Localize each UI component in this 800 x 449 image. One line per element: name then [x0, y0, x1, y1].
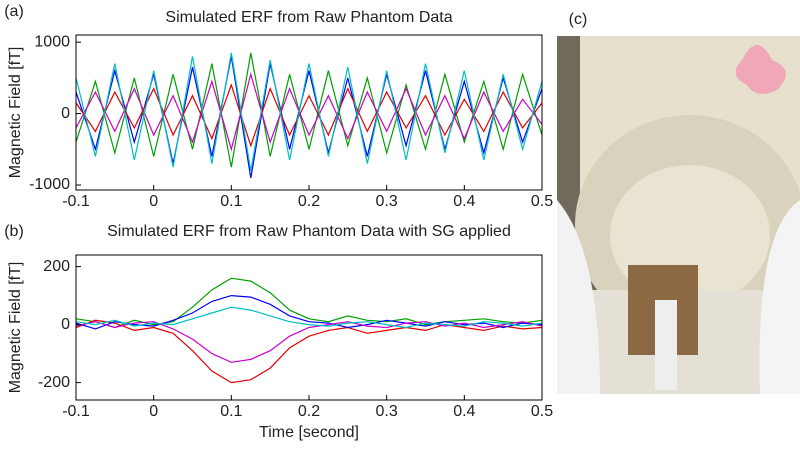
plot-lines [76, 278, 542, 382]
x-tick-label: 0.3 [376, 193, 398, 210]
y-tick-label: 200 [43, 258, 70, 275]
x-axis-label: Time [second] [259, 424, 359, 441]
x-tick-label: 0.5 [531, 403, 553, 420]
x-tick-label: 0.2 [298, 193, 320, 210]
chart-title: Simulated ERF from Raw Phantom Data [165, 9, 452, 26]
y-axis-label: Magnetic Field [fT] [7, 262, 24, 394]
photo [557, 36, 800, 394]
series-line [76, 278, 542, 327]
x-tick-label: 0.1 [220, 193, 242, 210]
series-line [76, 320, 542, 382]
y-tick-label: 1000 [34, 33, 70, 50]
series-line [76, 322, 542, 363]
x-tick-label: 0.1 [220, 403, 242, 420]
y-tick-label: -1000 [29, 176, 70, 193]
y-tick-label: 0 [61, 105, 70, 122]
x-tick-label: 0.4 [453, 403, 475, 420]
x-tick-label: -0.1 [62, 403, 90, 420]
x-tick-label: 0.4 [453, 193, 475, 210]
x-tick-label: 0.3 [376, 403, 398, 420]
y-tick-label: 0 [61, 316, 70, 333]
panel-label: (a) [4, 3, 24, 20]
y-axis-label: Magnetic Field [fT] [7, 47, 24, 179]
x-tick-label: 0 [149, 193, 158, 210]
x-tick-label: 0 [149, 403, 158, 420]
chart-title: Simulated ERF from Raw Phantom Data with… [107, 223, 511, 240]
y-tick-label: -200 [38, 374, 70, 391]
series-line [76, 307, 542, 327]
x-tick-label: -0.1 [62, 193, 90, 210]
x-tick-label: 0.5 [531, 193, 553, 210]
rod [655, 300, 677, 390]
x-tick-label: 0.2 [298, 403, 320, 420]
plot-lines [76, 53, 542, 178]
panel-label: (c) [569, 11, 588, 28]
panel-label: (b) [4, 223, 24, 240]
